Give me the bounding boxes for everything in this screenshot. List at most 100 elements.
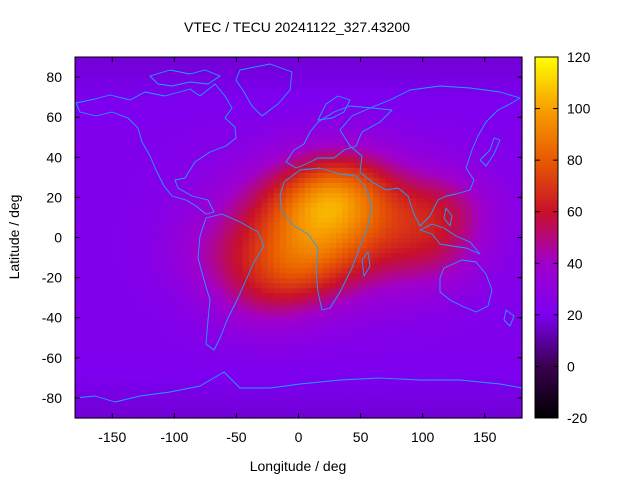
- heatmap-cell: [515, 377, 523, 384]
- heatmap-cell: [99, 117, 107, 123]
- heatmap-cell: [373, 177, 380, 183]
- heatmap-cell: [472, 132, 480, 138]
- heatmap-cell: [447, 312, 455, 319]
- heatmap-cell: [503, 337, 511, 344]
- heatmap-cell: [255, 237, 262, 244]
- heatmap-cell: [192, 287, 200, 294]
- heatmap-cell: [161, 332, 169, 339]
- heatmap-cell: [118, 172, 126, 178]
- heatmap-cell: [211, 97, 219, 103]
- heatmap-cell: [242, 87, 250, 93]
- heatmap-cell: [261, 342, 269, 349]
- heatmap-cell: [335, 92, 343, 98]
- heatmap-cell: [161, 197, 169, 203]
- heatmap-cell: [360, 102, 368, 108]
- heatmap-cell: [373, 257, 380, 264]
- heatmap-cell: [273, 377, 281, 384]
- heatmap-cell: [130, 287, 138, 294]
- heatmap-cell: [106, 287, 113, 294]
- heatmap-cell: [404, 122, 411, 128]
- heatmap-cell: [323, 142, 331, 148]
- heatmap-cell: [360, 287, 368, 294]
- heatmap-cell: [472, 77, 480, 83]
- heatmap-cell: [310, 87, 318, 93]
- heatmap-cell: [286, 102, 293, 108]
- heatmap-cell: [192, 232, 200, 239]
- heatmap-cell: [478, 102, 486, 108]
- heatmap-cell: [484, 137, 492, 143]
- heatmap-cell: [428, 352, 436, 359]
- heatmap-cell: [490, 272, 498, 279]
- heatmap-cell: [416, 387, 424, 394]
- heatmap-cell: [310, 312, 318, 319]
- heatmap-cell: [99, 162, 107, 168]
- heatmap-cell: [410, 407, 418, 414]
- heatmap-cell: [143, 357, 151, 364]
- heatmap-cell: [112, 317, 120, 324]
- heatmap-cell: [397, 382, 405, 389]
- heatmap-cell: [298, 277, 306, 284]
- heatmap-cell: [354, 82, 362, 88]
- heatmap-cell: [248, 267, 256, 274]
- heatmap-cell: [335, 97, 343, 103]
- heatmap-cell: [404, 72, 411, 78]
- heatmap-cell: [224, 82, 231, 88]
- heatmap-cell: [155, 242, 163, 249]
- heatmap-cell: [341, 402, 349, 409]
- heatmap-cell: [397, 87, 405, 93]
- heatmap-cell: [81, 357, 89, 364]
- heatmap-cell: [286, 172, 293, 178]
- heatmap-cell: [161, 377, 169, 384]
- heatmap-cell: [379, 392, 387, 399]
- heatmap-cell: [217, 197, 225, 203]
- heatmap-cell: [81, 92, 89, 98]
- heatmap-cell: [248, 157, 256, 163]
- heatmap-cell: [255, 177, 262, 183]
- heatmap-cell: [453, 347, 461, 354]
- heatmap-cell: [435, 337, 442, 344]
- heatmap-cell: [186, 197, 194, 203]
- heatmap-cell: [310, 237, 318, 244]
- heatmap-cell: [236, 237, 244, 244]
- heatmap-cell: [186, 367, 194, 374]
- heatmap-cell: [478, 172, 486, 178]
- heatmap-cell: [81, 227, 89, 234]
- heatmap-cell: [161, 112, 169, 118]
- heatmap-cell: [497, 412, 504, 419]
- heatmap-cell: [478, 327, 486, 334]
- heatmap-cell: [168, 182, 175, 188]
- heatmap-cell: [124, 167, 132, 173]
- heatmap-cell: [466, 327, 473, 334]
- heatmap-cell: [186, 92, 194, 98]
- heatmap-cell: [130, 382, 138, 389]
- heatmap-cell: [497, 247, 504, 254]
- heatmap-cell: [242, 342, 250, 349]
- heatmap-cell: [106, 322, 113, 329]
- heatmap-cell: [515, 192, 523, 198]
- heatmap-cell: [205, 152, 213, 158]
- heatmap-cell: [360, 247, 368, 254]
- heatmap-cell: [397, 97, 405, 103]
- heatmap-cell: [503, 157, 511, 163]
- heatmap-cell: [192, 262, 200, 269]
- heatmap-cell: [267, 87, 275, 93]
- heatmap-cell: [199, 307, 206, 314]
- heatmap-cell: [416, 102, 424, 108]
- heatmap-cell: [180, 262, 188, 269]
- heatmap-cell: [515, 362, 523, 369]
- heatmap-cell: [261, 262, 269, 269]
- heatmap-cell: [298, 112, 306, 118]
- heatmap-cell: [422, 177, 430, 183]
- heatmap-cell: [379, 132, 387, 138]
- heatmap-cell: [292, 142, 300, 148]
- heatmap-cell: [87, 232, 95, 239]
- heatmap-cell: [205, 347, 213, 354]
- heatmap-cell: [273, 247, 281, 254]
- heatmap-cell: [292, 282, 300, 289]
- heatmap-cell: [180, 237, 188, 244]
- heatmap-cell: [453, 307, 461, 314]
- heatmap-cell: [112, 272, 120, 279]
- heatmap-cell: [490, 72, 498, 78]
- heatmap-cell: [279, 262, 287, 269]
- heatmap-cell: [255, 302, 262, 309]
